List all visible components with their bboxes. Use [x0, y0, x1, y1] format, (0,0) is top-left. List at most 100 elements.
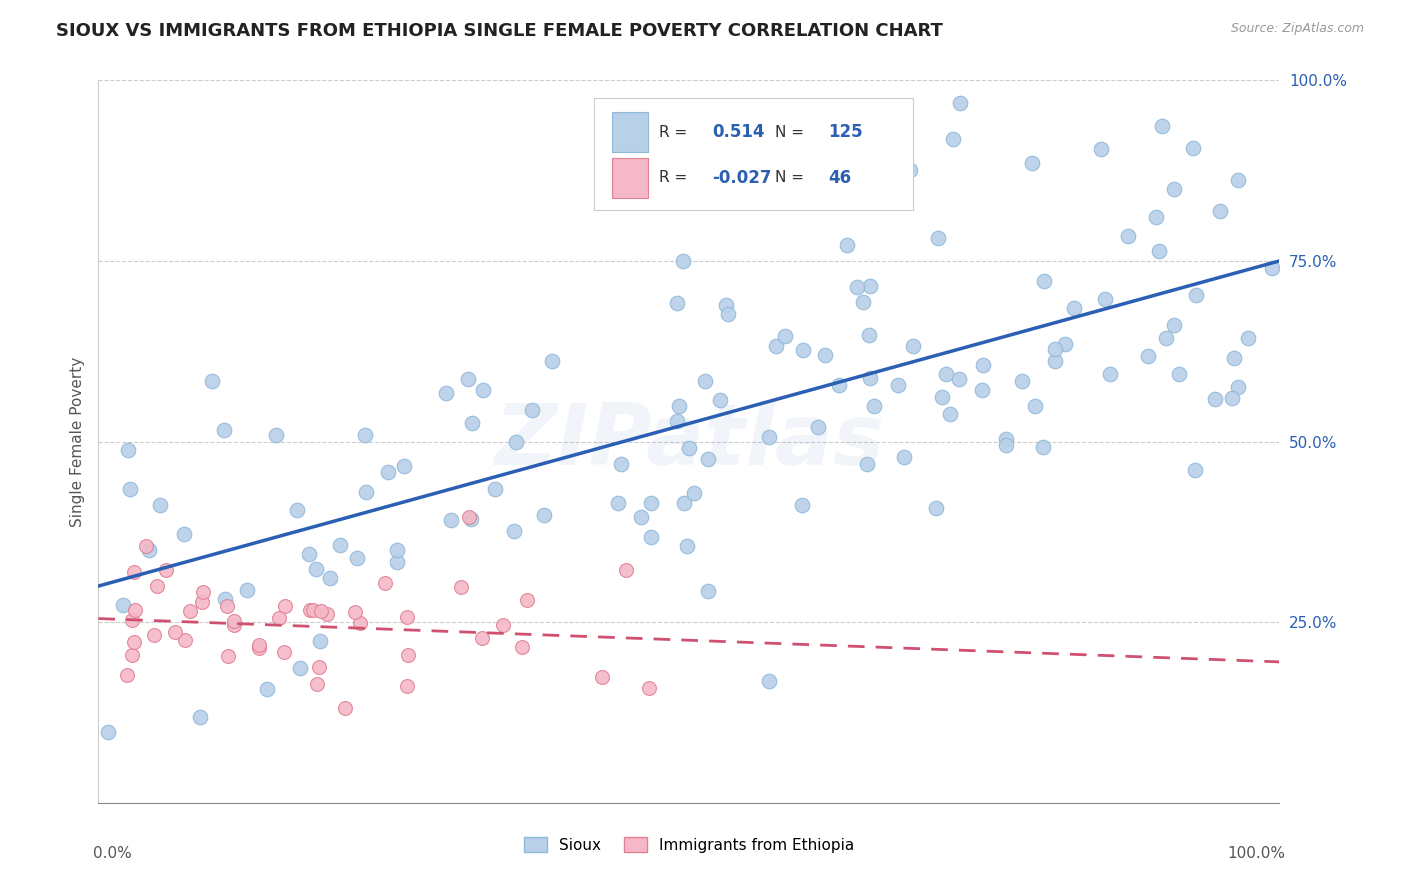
- Point: [858, 328, 880, 343]
- Point: [115, 668, 138, 682]
- Point: [308, 660, 330, 674]
- Point: [117, 443, 139, 458]
- Point: [298, 603, 321, 617]
- Point: [214, 592, 236, 607]
- Text: 0.0%: 0.0%: [93, 847, 131, 861]
- Point: [191, 595, 214, 609]
- Point: [155, 563, 177, 577]
- Point: [1043, 353, 1066, 368]
- Y-axis label: Single Female Poverty: Single Female Poverty: [69, 357, 84, 526]
- Point: [1021, 156, 1043, 170]
- Point: [1147, 244, 1170, 259]
- Point: [533, 508, 555, 523]
- Point: [935, 367, 957, 381]
- Point: [758, 430, 780, 444]
- Point: [222, 614, 245, 628]
- Point: [1136, 349, 1159, 363]
- Point: [434, 385, 457, 400]
- Point: [121, 648, 143, 662]
- Point: [111, 599, 134, 613]
- Point: [807, 420, 830, 434]
- Point: [949, 96, 972, 111]
- Point: [471, 631, 494, 645]
- Point: [212, 423, 235, 437]
- Point: [1032, 274, 1054, 288]
- Point: [302, 603, 325, 617]
- Text: Source: ZipAtlas.com: Source: ZipAtlas.com: [1230, 22, 1364, 36]
- Point: [354, 427, 377, 442]
- Point: [247, 638, 270, 652]
- Text: 0.514: 0.514: [713, 123, 765, 141]
- Text: R =: R =: [659, 170, 688, 186]
- Point: [138, 543, 160, 558]
- Point: [318, 571, 340, 585]
- Point: [1163, 318, 1185, 332]
- Point: [457, 372, 479, 386]
- FancyBboxPatch shape: [595, 98, 914, 211]
- Point: [1222, 351, 1244, 365]
- Point: [120, 483, 142, 497]
- Point: [887, 377, 910, 392]
- FancyBboxPatch shape: [612, 158, 648, 198]
- Point: [758, 157, 780, 171]
- Point: [309, 604, 332, 618]
- Point: [1094, 293, 1116, 307]
- Point: [450, 581, 472, 595]
- Point: [925, 500, 948, 515]
- Point: [392, 458, 415, 473]
- Point: [264, 428, 287, 442]
- Point: [1163, 182, 1185, 196]
- Point: [672, 253, 695, 268]
- Point: [696, 583, 718, 598]
- Point: [440, 513, 463, 527]
- Point: [269, 611, 291, 625]
- Point: [942, 132, 965, 146]
- Point: [395, 610, 418, 624]
- Point: [173, 633, 195, 648]
- Point: [1099, 367, 1122, 381]
- Point: [1053, 336, 1076, 351]
- FancyBboxPatch shape: [612, 112, 648, 153]
- Point: [665, 414, 688, 428]
- Point: [893, 450, 915, 464]
- Point: [859, 370, 882, 384]
- Point: [846, 280, 869, 294]
- Point: [901, 339, 924, 353]
- Point: [765, 339, 787, 353]
- Point: [1032, 440, 1054, 454]
- Point: [931, 390, 953, 404]
- Point: [900, 163, 922, 178]
- Point: [610, 457, 633, 471]
- Point: [374, 575, 396, 590]
- Point: [1204, 392, 1226, 406]
- Point: [1011, 374, 1033, 388]
- Point: [121, 613, 143, 627]
- Point: [122, 635, 145, 649]
- Point: [1045, 342, 1067, 356]
- Point: [995, 432, 1018, 446]
- Point: [122, 565, 145, 579]
- Point: [124, 603, 146, 617]
- Point: [1090, 142, 1112, 156]
- Point: [1063, 301, 1085, 315]
- Point: [676, 539, 699, 553]
- Point: [492, 618, 515, 632]
- Point: [309, 634, 332, 648]
- Point: [792, 343, 814, 357]
- Point: [329, 537, 352, 551]
- Point: [696, 452, 718, 467]
- Text: N =: N =: [775, 170, 804, 186]
- Point: [256, 682, 278, 697]
- Point: [709, 392, 731, 407]
- Point: [396, 648, 419, 662]
- Text: 125: 125: [828, 123, 863, 141]
- Point: [1154, 331, 1177, 345]
- Point: [1220, 391, 1243, 405]
- Point: [714, 298, 737, 312]
- Point: [344, 605, 367, 619]
- Point: [315, 607, 337, 622]
- Point: [217, 648, 239, 663]
- Point: [354, 484, 377, 499]
- Point: [217, 599, 239, 613]
- Point: [859, 279, 882, 293]
